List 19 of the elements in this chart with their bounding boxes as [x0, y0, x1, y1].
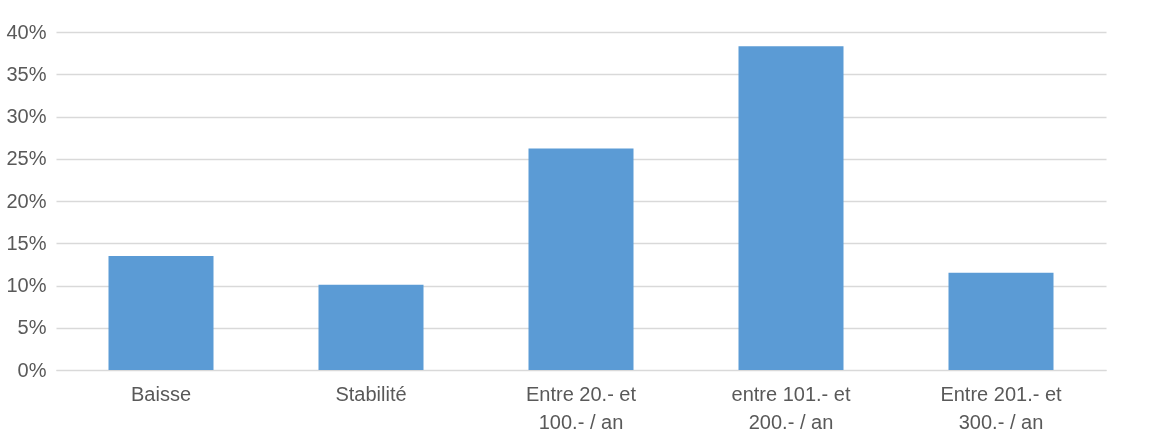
y-tick-label: 5%	[17, 316, 47, 339]
x-tick-label: Entre 20.- et 100.- / an	[525, 382, 637, 433]
y-tick-label: 0%	[17, 358, 47, 381]
bar	[738, 46, 844, 370]
bar	[318, 284, 424, 370]
y-tick-label: 25%	[6, 147, 47, 170]
y-tick-label: 10%	[6, 274, 47, 296]
y-tick-label: 30%	[6, 105, 47, 127]
x-tick-label: Entre 201.- et 300.- / an	[940, 382, 1063, 433]
bar	[948, 272, 1054, 370]
x-tick-label: Baisse	[130, 382, 192, 405]
bar	[528, 148, 634, 370]
x-tick-label: Stabilité	[335, 382, 407, 405]
x-tick-label: entre 101.- et 200.- / an	[731, 382, 851, 433]
y-tick-label: 20%	[6, 189, 47, 212]
y-tick-label: 40%	[6, 20, 47, 43]
bar	[108, 255, 214, 370]
y-tick-label: 15%	[6, 231, 47, 254]
y-tick-label: 35%	[6, 62, 47, 85]
